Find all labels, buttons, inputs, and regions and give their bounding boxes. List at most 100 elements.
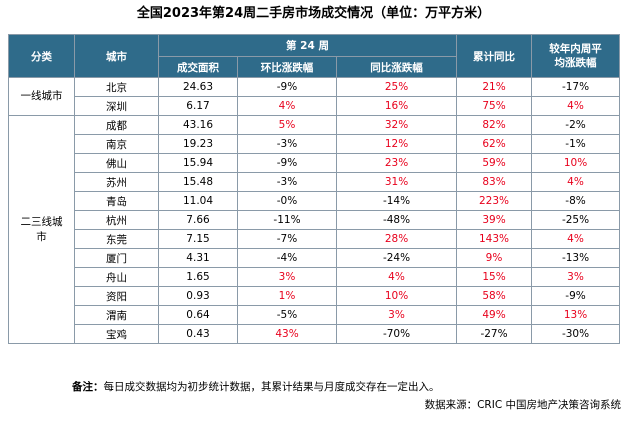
cell-yoy: 25% (335, 77, 458, 97)
header-yoy: 同比涨跌幅 (335, 56, 458, 78)
cell-yoy: -70% (335, 324, 458, 344)
category-tier23-line2: 市 (36, 230, 47, 243)
table-row: 一线城市 北京 24.63 -9% 25% 21% -17% (8, 77, 621, 116)
cell-area: 7.15 (158, 229, 238, 249)
cell-area: 15.48 (158, 172, 238, 192)
cell-mom: -0% (237, 191, 337, 211)
cell-yoy: 23% (335, 153, 458, 173)
cell-cumulative: 82% (456, 115, 533, 135)
table-row: 苏州 15.48 -3% 31% 83% 4% (9, 172, 621, 192)
cell-mom: 5% (237, 115, 337, 135)
cell-city: 东莞 (74, 229, 159, 249)
table-row: 厦门 4.31 -4% -24% 9% -13% (9, 248, 621, 268)
cell-avg-change: -13% (531, 248, 621, 268)
cell-avg-change: -1% (531, 134, 621, 154)
cell-cumulative: 21% (456, 77, 533, 97)
cell-yoy: 16% (335, 96, 458, 116)
cell-city: 厦门 (74, 248, 159, 268)
header-city: 城市 (74, 34, 159, 78)
cell-mom: -9% (237, 77, 337, 97)
cell-mom: -3% (237, 134, 337, 154)
cell-city: 佛山 (74, 153, 159, 173)
sales-table: 分类 城市 第 24 周 累计同比 较年内周平 均涨跌幅 成交面积 环比涨跌幅 … (8, 34, 621, 344)
cell-mom: -4% (237, 248, 337, 268)
cell-city: 渭南 (74, 305, 159, 325)
cell-area: 1.65 (158, 267, 238, 287)
cell-mom: -3% (237, 172, 337, 192)
header-week-group: 第 24 周 (157, 34, 458, 57)
cell-city: 资阳 (74, 286, 159, 306)
cell-area: 15.94 (158, 153, 238, 173)
cell-area: 24.63 (158, 77, 238, 97)
cell-mom: -9% (237, 153, 337, 173)
cell-yoy: -14% (335, 191, 458, 211)
cell-avg-change: 10% (531, 153, 621, 173)
data-source: 数据来源：CRIC 中国房地产决策咨询系统 (424, 399, 621, 411)
cell-cumulative: 9% (456, 248, 533, 268)
cell-city: 苏州 (74, 172, 159, 192)
cell-cumulative: 143% (456, 229, 533, 249)
cell-area: 11.04 (158, 191, 238, 211)
category-tier23: 二三线城市 (8, 115, 75, 344)
cell-cumulative: 58% (456, 286, 533, 306)
cell-cumulative: -27% (456, 324, 533, 344)
cell-yoy: -48% (335, 210, 458, 230)
cell-cumulative: 75% (456, 96, 533, 116)
cell-cumulative: 15% (456, 267, 533, 287)
table-row: 佛山 15.94 -9% 23% 59% 10% (9, 153, 621, 173)
cell-mom: -7% (237, 229, 337, 249)
cell-cumulative: 223% (456, 191, 533, 211)
table-row: 南京 19.23 -3% 12% 62% -1% (9, 134, 621, 154)
header-mom: 环比涨跌幅 (237, 56, 337, 78)
cell-city: 南京 (74, 134, 159, 154)
cell-area: 0.43 (158, 324, 238, 344)
cell-avg-change: -30% (531, 324, 621, 344)
cell-cumulative: 59% (456, 153, 533, 173)
table-row: 舟山 1.65 3% 4% 15% 3% (9, 267, 621, 287)
cell-city: 宝鸡 (74, 324, 159, 344)
table-row: 宝鸡 0.43 43% -70% -27% -30% (9, 324, 621, 344)
header-cumulative: 累计同比 (456, 34, 533, 78)
cell-yoy: 10% (335, 286, 458, 306)
table-row: 东莞 7.15 -7% 28% 143% 4% (9, 229, 621, 249)
cell-city: 成都 (74, 115, 159, 135)
cell-yoy: 12% (335, 134, 458, 154)
cell-area: 0.64 (158, 305, 238, 325)
cell-mom: 4% (237, 96, 337, 116)
cell-mom: -11% (237, 210, 337, 230)
cell-yoy: 32% (335, 115, 458, 135)
table-row: 青岛 11.04 -0% -14% 223% -8% (9, 191, 621, 211)
cell-mom: -5% (237, 305, 337, 325)
cell-yoy: 28% (335, 229, 458, 249)
cell-avg-change: 4% (531, 96, 621, 116)
cell-avg-change: 4% (531, 229, 621, 249)
cell-cumulative: 49% (456, 305, 533, 325)
cell-cumulative: 62% (456, 134, 533, 154)
table-title: 全国2023年第24周二手房市场成交情况（单位：万平方米） (136, 6, 491, 21)
cell-yoy: 31% (335, 172, 458, 192)
cell-avg-change: -8% (531, 191, 621, 211)
table-row: 深圳 6.17 4% 16% 75% 4% (9, 96, 621, 116)
cell-city: 北京 (74, 77, 159, 97)
cell-area: 43.16 (158, 115, 238, 135)
table-row: 二三线城市成都 43.16 5% 32% 82% -2% (8, 115, 621, 344)
category-tier23-line1: 二三线城 (20, 215, 63, 228)
footnote-text: 每日成交数据均为初步统计数据，其累计结果与月度成交存在一定出入。 (103, 381, 440, 393)
cell-area: 0.93 (158, 286, 238, 306)
cell-avg-change: -25% (531, 210, 621, 230)
cell-yoy: 3% (335, 305, 458, 325)
cell-mom: 1% (237, 286, 337, 306)
cell-avg-change: 4% (531, 172, 621, 192)
cell-cumulative: 39% (456, 210, 533, 230)
footnote: 备注：每日成交数据均为初步统计数据，其累计结果与月度成交存在一定出入。 (72, 379, 440, 394)
cell-avg-change: 3% (531, 267, 621, 287)
header-avg-line2: 均涨跌幅 (554, 57, 597, 69)
cell-city: 深圳 (74, 96, 159, 116)
cell-cumulative: 83% (456, 172, 533, 192)
table-row: 渭南 0.64 -5% 3% 49% 13% (9, 305, 621, 325)
cell-mom: 3% (237, 267, 337, 287)
table-row: 杭州 7.66 -11% -48% 39% -25% (9, 210, 621, 230)
cell-mom: 43% (237, 324, 337, 344)
table-row: 资阳 0.93 1% 10% 58% -9% (9, 286, 621, 306)
cell-avg-change: -2% (531, 115, 621, 135)
